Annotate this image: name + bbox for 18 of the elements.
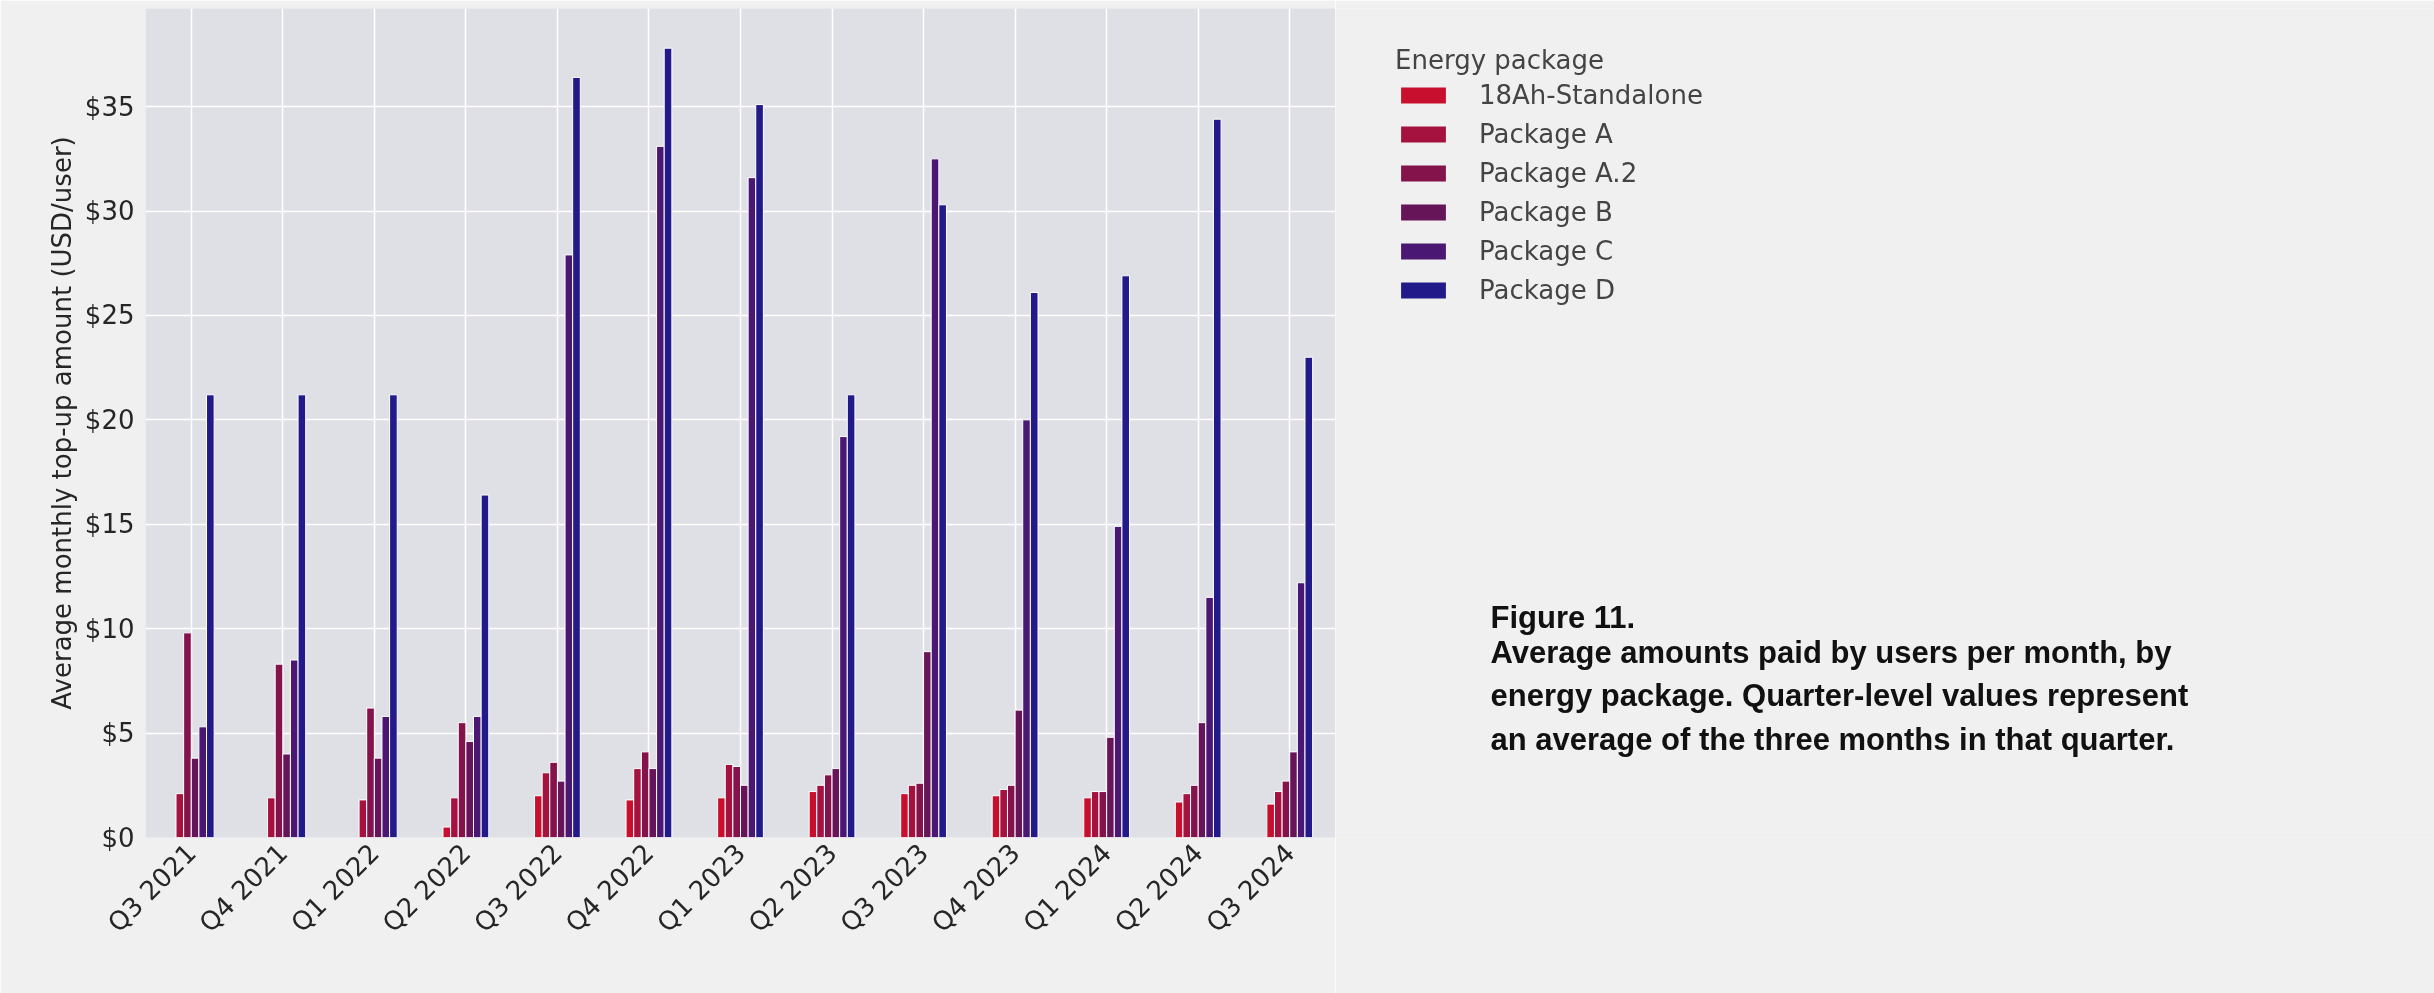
legend-label: Package A: [1479, 119, 1613, 149]
legend-label: Package A.2: [1479, 158, 1638, 188]
legend-label: Package D: [1479, 275, 1616, 305]
y-tick-label: $5: [101, 718, 135, 749]
y-tick-label: $10: [84, 613, 135, 644]
y-axis-title: Average monthly top-up amount (USD/user): [46, 136, 77, 710]
y-tick-label: $0: [101, 822, 135, 853]
legend-title: Energy package: [1395, 45, 1606, 75]
y-tick-label: $25: [84, 300, 135, 331]
legend-label: Package C: [1479, 236, 1614, 266]
legend-label: 18Ah-Standalone: [1479, 80, 1703, 110]
caption: Figure 11.: [1490, 599, 1636, 635]
text: Average amounts paid by users per month, by energy package. Quarter-level values represent an average of the three months in that quarter.: [1490, 634, 2189, 758]
y-tick-label: $15: [84, 509, 135, 540]
y-tick-label: $30: [84, 196, 135, 227]
y-tick-label: $20: [84, 404, 135, 435]
legend-label: Package B: [1479, 197, 1613, 227]
y-tick-label: $35: [84, 91, 135, 122]
